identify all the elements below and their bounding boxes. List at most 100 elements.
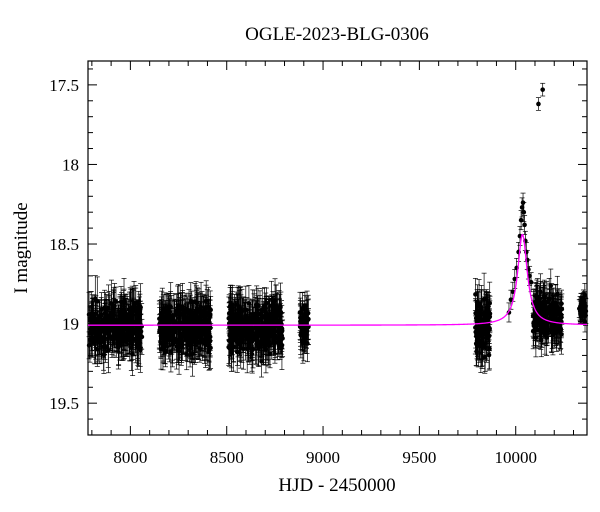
data-point	[207, 344, 212, 350]
data-point	[541, 312, 547, 318]
data-point	[113, 319, 118, 324]
data-point	[530, 328, 536, 334]
data-point	[302, 320, 308, 325]
data-point	[109, 310, 114, 316]
data-point	[232, 314, 238, 319]
data-point	[553, 300, 559, 306]
data-point	[168, 349, 174, 354]
data-point	[188, 299, 194, 304]
data-point	[483, 329, 489, 334]
data-point	[485, 316, 491, 321]
data-point	[93, 334, 99, 339]
data-point	[196, 309, 202, 314]
data-point	[478, 304, 484, 310]
data-point	[176, 303, 181, 308]
data-point	[87, 337, 93, 343]
data-point	[202, 329, 207, 334]
data-point	[254, 341, 259, 347]
data-point	[86, 343, 92, 348]
data-point	[241, 317, 246, 323]
data-point	[276, 319, 281, 325]
data-point	[254, 312, 260, 318]
x-tick-label: 9500	[402, 448, 436, 467]
data-point	[235, 331, 240, 336]
data-point	[170, 342, 175, 347]
data-point	[204, 338, 210, 344]
data-point	[106, 348, 111, 353]
data-point	[172, 329, 178, 335]
data-point	[240, 328, 246, 333]
data-point	[161, 306, 166, 311]
data-point	[186, 316, 191, 321]
data-point	[243, 333, 248, 338]
y-tick-label: 18	[62, 155, 79, 174]
x-tick-label: 8000	[113, 448, 147, 467]
data-point	[189, 338, 194, 344]
data-point	[168, 313, 173, 319]
data-point	[135, 333, 141, 339]
data-point	[176, 338, 181, 344]
data-point	[177, 307, 183, 312]
data-point	[279, 329, 284, 335]
data-point	[482, 340, 488, 346]
data-point	[102, 305, 107, 310]
data-point	[101, 335, 106, 341]
data-point	[486, 352, 492, 358]
data-point	[91, 329, 96, 335]
data-point	[116, 341, 121, 347]
data-point	[241, 346, 246, 352]
data-point	[125, 325, 131, 331]
data-point	[245, 336, 251, 342]
data-point	[130, 319, 136, 325]
chart-title: OGLE-2023-BLG-0306	[245, 24, 429, 45]
data-point	[303, 328, 309, 334]
y-tick-label: 19.5	[49, 394, 79, 413]
data-point	[109, 336, 115, 342]
data-point	[546, 296, 552, 302]
y-tick-label: 17.5	[49, 76, 79, 95]
data-point	[86, 312, 92, 317]
data-point	[137, 309, 143, 315]
data-point	[473, 292, 478, 297]
data-point	[475, 300, 480, 305]
x-tick-label: 10000	[494, 448, 537, 467]
data-point	[229, 349, 234, 355]
x-tick-label: 8500	[210, 448, 244, 467]
data-point	[300, 327, 305, 333]
data-point	[184, 352, 190, 357]
data-point	[124, 314, 130, 320]
plot-frame	[87, 60, 588, 436]
data-point	[89, 318, 95, 323]
data-point	[481, 297, 487, 302]
data-point	[229, 326, 235, 331]
data-point	[478, 343, 484, 349]
data-point	[272, 314, 278, 319]
data-point	[258, 333, 263, 338]
data-point	[263, 339, 269, 345]
data-point	[257, 317, 263, 322]
data-point	[298, 332, 304, 338]
data-point	[474, 315, 480, 321]
data-point	[246, 321, 252, 327]
data-point	[250, 329, 255, 335]
y-tick-label: 18.5	[49, 235, 79, 254]
data-point	[234, 302, 240, 307]
data-point	[157, 329, 162, 335]
data-point	[207, 325, 213, 331]
x-tick-label: 9000	[306, 448, 340, 467]
data-point	[269, 311, 274, 316]
data-point	[192, 333, 198, 339]
data-point	[227, 346, 233, 351]
data-point	[252, 316, 258, 321]
data-point	[169, 317, 175, 322]
data-point	[537, 319, 542, 324]
data-point	[135, 328, 141, 333]
tick-labels: 8000 8500 9000 9500 10000 17.5 18 18.5 19 19.5	[49, 76, 537, 467]
data-point	[130, 351, 135, 357]
data-point	[230, 344, 236, 349]
y-tick-label: 19	[62, 315, 79, 334]
data-points	[86, 82, 589, 378]
data-point	[192, 299, 198, 304]
data-point	[95, 299, 100, 304]
